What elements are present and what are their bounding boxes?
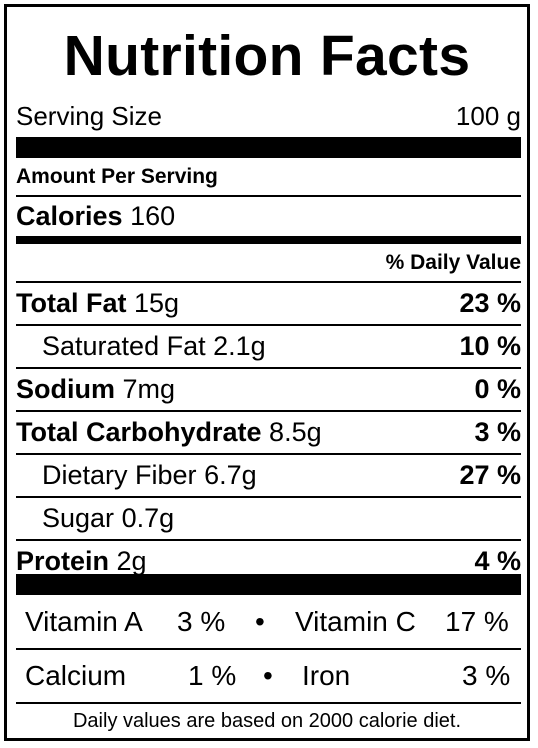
vitamin-a-label: Vitamin A xyxy=(25,606,143,637)
nutrient-row-total-carbohydrate: Total Carbohydrate 8.5g 3 % xyxy=(16,417,521,447)
calcium-label: Calcium xyxy=(25,660,127,691)
amount-per-serving: Amount Per Serving xyxy=(16,165,218,188)
nutrient-row-total-fat: Total Fat 15g 23 % xyxy=(16,288,521,318)
nutrient-row-sugar: Sugar 0.7g xyxy=(42,503,175,533)
divider xyxy=(16,410,521,412)
calories-row: Calories 160 xyxy=(16,197,521,235)
divider xyxy=(16,324,521,326)
divider xyxy=(16,539,521,541)
vitamin-c-label: Vitamin C xyxy=(295,606,416,637)
daily-value-header-row: % Daily Value xyxy=(16,247,521,279)
thick-divider xyxy=(16,574,521,595)
footnote: Daily values are based on 2000 calorie d… xyxy=(72,710,462,732)
calories-label: Calories xyxy=(16,200,123,231)
daily-value-percent: 4 % xyxy=(474,546,521,576)
medium-divider xyxy=(16,236,521,244)
daily-value-percent: 27 % xyxy=(459,460,521,490)
serving-size-value: 100 g xyxy=(455,100,521,131)
nutrient-row-saturated-fat: Saturated Fat 2.1g 10 % xyxy=(42,331,521,361)
nutrient-row-protein: Protein 2g 4 % xyxy=(16,546,521,576)
divider xyxy=(16,281,521,283)
nutrient-row-dietary-fiber: Dietary Fiber 6.7g 27 % xyxy=(42,460,521,490)
serving-size-label: Serving Size xyxy=(16,100,162,131)
vitamin-c-value: 17 % xyxy=(445,606,509,637)
calcium-value: 1 % xyxy=(188,660,237,691)
thick-divider xyxy=(16,137,521,158)
bullet-separator: • xyxy=(263,660,273,691)
vitamin-a-value: 3 % xyxy=(177,606,226,637)
daily-value-percent: 23 % xyxy=(459,288,521,318)
bullet-separator: • xyxy=(255,606,265,637)
divider xyxy=(16,367,521,369)
nutrient-row-sodium: Sodium 7mg 0 % xyxy=(16,374,521,404)
vitamins-row: Vitamin A 3 % • Vitamin C 17 % xyxy=(7,596,527,648)
divider xyxy=(16,702,521,704)
minerals-row: Calcium 1 % • Iron 3 % xyxy=(7,650,527,702)
serving-size-row: Serving Size 100 g xyxy=(16,98,521,134)
calories-value: 160 xyxy=(130,200,176,231)
daily-value-percent: 10 % xyxy=(459,331,521,361)
divider xyxy=(16,496,521,498)
iron-label: Iron xyxy=(302,660,351,691)
nutrition-facts-label: Nutrition Facts Serving Size 100 g Amoun… xyxy=(4,4,530,741)
divider xyxy=(16,648,521,650)
daily-value-header: % Daily Value xyxy=(385,251,521,274)
daily-value-percent: 3 % xyxy=(474,417,521,447)
divider xyxy=(16,453,521,455)
iron-value: 3 % xyxy=(462,660,511,691)
daily-value-percent: 0 % xyxy=(474,374,521,404)
divider xyxy=(16,195,521,197)
label-title: Nutrition Facts xyxy=(63,24,471,88)
